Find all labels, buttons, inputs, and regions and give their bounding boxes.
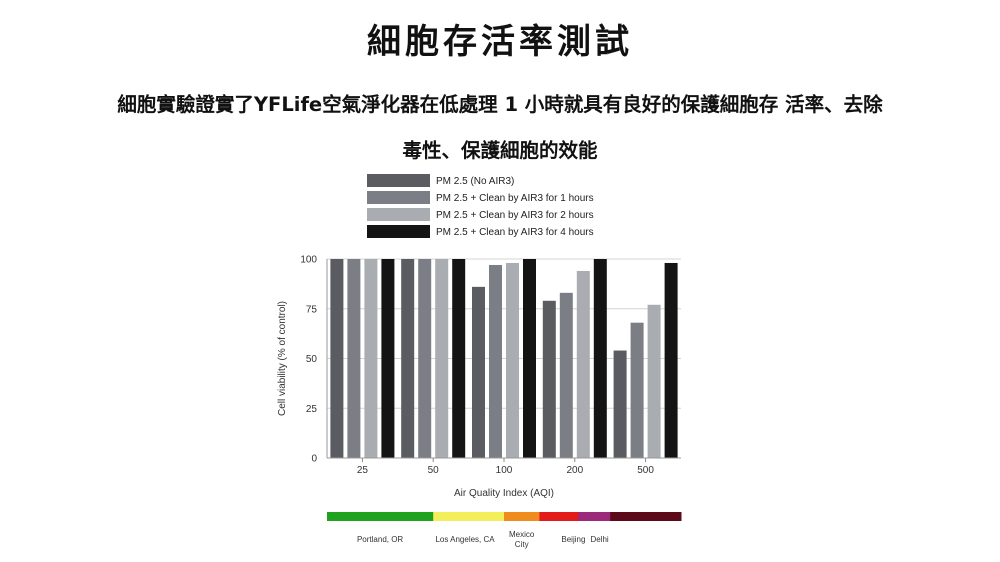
bar — [593, 259, 607, 458]
legend-swatch — [367, 208, 430, 221]
legend-swatch — [367, 174, 430, 187]
city-label: Portland, OR — [357, 535, 403, 544]
bar — [559, 292, 573, 458]
legend-swatch — [367, 191, 430, 204]
y-axis-label: Cell viability (% of control) — [277, 301, 288, 416]
legend-label: PM 2.5 + Clean by AIR3 for 2 hours — [436, 210, 594, 221]
bar — [330, 259, 344, 458]
bar — [472, 286, 485, 458]
legend-label: PM 2.5 + Clean by AIR3 for 1 hours — [436, 193, 594, 204]
bar — [523, 259, 536, 458]
bar — [381, 259, 395, 458]
legend-swatch — [367, 225, 430, 238]
y-tick-label: 75 — [306, 304, 318, 315]
x-tick-label: 100 — [496, 465, 513, 476]
city-label: City — [515, 540, 529, 549]
y-tick-label: 25 — [306, 404, 318, 415]
bar — [347, 259, 361, 458]
legend-label: PM 2.5 (No AIR3) — [436, 176, 514, 187]
x-tick-label: 25 — [357, 465, 369, 476]
bar — [364, 259, 378, 458]
bar — [506, 262, 519, 458]
bar — [664, 262, 678, 458]
bar — [418, 259, 432, 458]
x-axis-label: Air Quality Index (AQI) — [454, 488, 554, 499]
aqi-scale-segment — [433, 512, 505, 521]
bar — [647, 304, 661, 458]
bar — [452, 259, 466, 458]
page-subtitle-continued: 毒性、保護細胞的效能 — [402, 139, 598, 162]
y-tick-label: 0 — [311, 454, 317, 465]
bar — [613, 350, 627, 458]
bar — [435, 259, 449, 458]
page-title: 細胞存活率測試 — [367, 22, 633, 62]
aqi-scale-segment — [504, 512, 540, 521]
city-label: Mexico — [509, 530, 535, 539]
aqi-scale-segment — [578, 512, 611, 521]
city-label: Delhi — [590, 535, 608, 544]
city-label: Los Angeles, CA — [435, 535, 495, 544]
bar — [489, 264, 502, 458]
x-tick-label: 500 — [637, 465, 654, 476]
y-tick-label: 50 — [306, 354, 318, 365]
aqi-scale-segment — [610, 512, 682, 521]
aqi-scale-segment — [539, 512, 579, 521]
bar — [542, 300, 556, 458]
aqi-scale-segment — [327, 512, 434, 521]
city-label: Beijing — [561, 535, 585, 544]
x-tick-label: 200 — [566, 465, 583, 476]
x-tick-label: 50 — [428, 465, 440, 476]
bar — [401, 259, 415, 458]
page-subtitle: 細胞實驗證實了YFLife空氣淨化器在低處理 1 小時就具有良好的保護細胞存 活… — [117, 93, 883, 116]
bar — [576, 270, 590, 458]
legend-label: PM 2.5 + Clean by AIR3 for 4 hours — [436, 227, 594, 238]
bar — [630, 322, 644, 458]
y-tick-label: 100 — [300, 255, 317, 266]
